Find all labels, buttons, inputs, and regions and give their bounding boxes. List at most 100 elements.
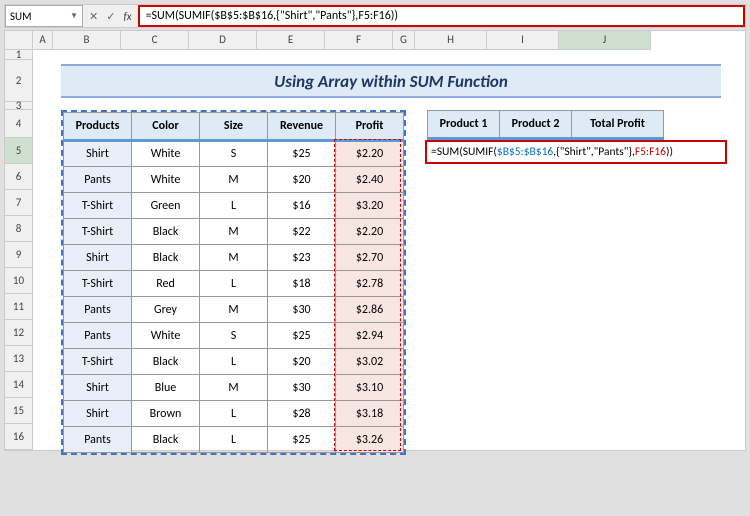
table-cell[interactable]: Pants	[64, 427, 132, 453]
table-cell[interactable]: $3.20	[336, 193, 404, 219]
table-cell[interactable]: $2.40	[336, 167, 404, 193]
column-header[interactable]: A	[33, 31, 53, 50]
table-cell[interactable]: T-Shirt	[64, 271, 132, 297]
table-cell[interactable]: Shirt	[64, 141, 132, 167]
table-cell[interactable]: White	[132, 167, 200, 193]
table-cell[interactable]: Green	[132, 193, 200, 219]
table-cell[interactable]: $2.20	[336, 141, 404, 167]
table-cell[interactable]: Black	[132, 245, 200, 271]
table-cell[interactable]: T-Shirt	[64, 219, 132, 245]
table-cell[interactable]: Pants	[64, 323, 132, 349]
table-cell[interactable]: L	[200, 193, 268, 219]
column-header[interactable]: G	[393, 31, 415, 50]
table-cell[interactable]: $25	[268, 427, 336, 453]
table-cell[interactable]: $18	[268, 271, 336, 297]
table-cell[interactable]: Pants	[64, 167, 132, 193]
table-cell[interactable]: Pants	[64, 297, 132, 323]
table-cell[interactable]: $2.86	[336, 297, 404, 323]
table-cell[interactable]: $2.94	[336, 323, 404, 349]
table-cell[interactable]: $16	[268, 193, 336, 219]
table-cell[interactable]: M	[200, 297, 268, 323]
table-cell[interactable]: White	[132, 323, 200, 349]
table-header-cell[interactable]: Revenue	[268, 113, 336, 141]
row-header[interactable]: 3	[5, 102, 33, 110]
row-header[interactable]: 10	[5, 268, 33, 294]
table-header-cell[interactable]: Color	[132, 113, 200, 141]
row-header[interactable]: 14	[5, 372, 33, 398]
table-cell[interactable]: $2.78	[336, 271, 404, 297]
row-header[interactable]: 2	[5, 60, 33, 102]
formula-input[interactable]: =SUM(SUMIF($B$5:$B$16,{"Shirt","Pants"},…	[138, 5, 745, 27]
table-cell[interactable]: T-Shirt	[64, 193, 132, 219]
row-header[interactable]: 11	[5, 294, 33, 320]
row-header[interactable]: 9	[5, 242, 33, 268]
row-header[interactable]: 6	[5, 164, 33, 190]
column-header[interactable]: H	[415, 31, 487, 50]
table-cell[interactable]: Grey	[132, 297, 200, 323]
row-header[interactable]: 7	[5, 190, 33, 216]
row-header[interactable]: 12	[5, 320, 33, 346]
table-cell[interactable]: $3.02	[336, 349, 404, 375]
table-cell[interactable]: Black	[132, 427, 200, 453]
row-header[interactable]: 1	[5, 50, 33, 60]
table-cell[interactable]: Blue	[132, 375, 200, 401]
column-header[interactable]: C	[121, 31, 189, 50]
table-cell[interactable]: Shirt	[64, 375, 132, 401]
table-cell[interactable]: $20	[268, 349, 336, 375]
table-cell[interactable]: M	[200, 219, 268, 245]
row-header[interactable]: 5	[5, 138, 33, 164]
table-cell[interactable]: Shirt	[64, 245, 132, 271]
table-cell[interactable]: M	[200, 167, 268, 193]
table-cell[interactable]: M	[200, 375, 268, 401]
table-cell[interactable]: M	[200, 245, 268, 271]
column-header[interactable]: E	[257, 31, 325, 50]
row-header[interactable]: 4	[5, 110, 33, 138]
table-cell[interactable]: $20	[268, 167, 336, 193]
table-cell[interactable]: $3.26	[336, 427, 404, 453]
table-cell[interactable]: $2.70	[336, 245, 404, 271]
table-cell[interactable]: S	[200, 323, 268, 349]
row-header[interactable]: 13	[5, 346, 33, 372]
row-header[interactable]: 15	[5, 398, 33, 424]
table-header-cell[interactable]: Profit	[336, 113, 404, 141]
name-box[interactable]: SUM ▼	[5, 5, 83, 27]
table-cell[interactable]: $30	[268, 375, 336, 401]
column-header[interactable]: I	[487, 31, 559, 50]
table-cell[interactable]: $22	[268, 219, 336, 245]
table-cell[interactable]: L	[200, 349, 268, 375]
table-cell[interactable]: $3.18	[336, 401, 404, 427]
table-cell[interactable]: Red	[132, 271, 200, 297]
table-cell[interactable]: $23	[268, 245, 336, 271]
table-cell[interactable]: L	[200, 401, 268, 427]
column-header[interactable]: D	[189, 31, 257, 50]
column-header[interactable]: F	[325, 31, 393, 50]
cancel-icon[interactable]: ✕	[89, 10, 98, 23]
active-cell-formula[interactable]: =SUM(SUMIF($B$5:$B$16,{"Shirt","Pants"},…	[425, 140, 727, 164]
summary-header-cell[interactable]: Total Profit	[572, 111, 664, 139]
table-cell[interactable]: Black	[132, 219, 200, 245]
table-cell[interactable]: S	[200, 141, 268, 167]
summary-header-cell[interactable]: Product 1	[428, 111, 500, 139]
table-cell[interactable]: $25	[268, 141, 336, 167]
row-header[interactable]: 8	[5, 216, 33, 242]
sheet-area[interactable]: Using Array within SUM Function Products…	[33, 50, 745, 450]
accept-icon[interactable]: ✓	[106, 10, 115, 23]
table-cell[interactable]: Black	[132, 349, 200, 375]
table-header-cell[interactable]: Products	[64, 113, 132, 141]
table-cell[interactable]: L	[200, 427, 268, 453]
table-cell[interactable]: Shirt	[64, 401, 132, 427]
table-cell[interactable]: $28	[268, 401, 336, 427]
table-cell[interactable]: White	[132, 141, 200, 167]
fx-icon[interactable]: fx	[123, 10, 131, 23]
table-cell[interactable]: T-Shirt	[64, 349, 132, 375]
row-header[interactable]: 16	[5, 424, 33, 450]
column-header[interactable]: B	[53, 31, 121, 50]
table-header-cell[interactable]: Size	[200, 113, 268, 141]
name-box-dropdown-icon[interactable]: ▼	[70, 11, 78, 21]
table-cell[interactable]: $3.10	[336, 375, 404, 401]
table-cell[interactable]: Brown	[132, 401, 200, 427]
table-cell[interactable]: $25	[268, 323, 336, 349]
summary-header-cell[interactable]: Product 2	[500, 111, 572, 139]
column-header[interactable]: J	[559, 31, 651, 50]
table-cell[interactable]: $30	[268, 297, 336, 323]
